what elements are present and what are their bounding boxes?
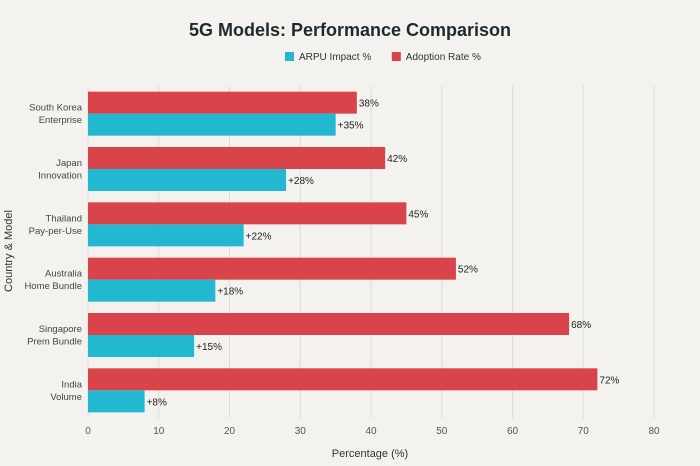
legend: ARPU Impact % Adoption Rate % [285,52,481,63]
category-label: Thailand Pay-per-Use [29,213,82,237]
category-label: Japan Innovation [38,158,82,182]
data-label: +35% [338,121,364,132]
x-tick-label: 40 [365,426,377,437]
x-axis-ticks: 0 10 20 30 40 50 60 70 80 [85,426,660,437]
bar-adoption-rate [88,257,456,280]
x-axis-title: Percentage (%) [332,448,408,460]
data-label: +15% [196,342,222,353]
bar-adoption-rate [88,147,386,169]
x-tick-label: 60 [507,426,519,437]
bar-arpu-impact [88,169,287,191]
x-tick-label: 10 [153,426,165,437]
legend-label: Adoption Rate % [406,52,481,63]
x-tick-label: 80 [648,426,660,437]
x-tick-label: 50 [436,426,448,437]
data-label: +22% [246,231,272,242]
chart-title: 5G Models: Performance Comparison [189,20,511,40]
data-label: 45% [408,209,428,220]
bar-arpu-impact [88,390,145,413]
data-label: +18% [217,287,243,298]
bar-arpu-impact [88,335,195,357]
legend-swatch [285,52,294,61]
x-tick-label: 70 [578,426,590,437]
category-label: Australia Home Bundle [24,269,82,293]
x-tick-label: 0 [85,426,91,437]
data-label: 52% [458,265,478,276]
bar-adoption-rate [88,368,598,391]
data-label: 38% [359,99,379,110]
data-label: 68% [571,320,591,331]
bar-arpu-impact [88,279,216,302]
data-label: 72% [599,375,619,386]
category-label: India Volume [50,379,82,403]
bar-adoption-rate [88,91,357,114]
legend-label: ARPU Impact % [299,52,371,63]
bars: 38% +35% 42% +28% 45% +22% 52% +18% 68% +15% 72% +8… [88,91,620,413]
y-axis-title: Country & Model [3,210,15,292]
bar-arpu-impact [88,224,244,247]
x-tick-label: 20 [224,426,236,437]
bar-adoption-rate [88,202,407,225]
data-label: +8% [147,397,167,408]
bar-arpu-impact [88,113,336,136]
x-tick-label: 30 [295,426,307,437]
legend-swatch [391,52,401,61]
data-label: 42% [387,154,407,165]
data-label: +28% [288,176,314,187]
bar-adoption-rate [88,313,570,335]
category-label: South Korea Enterprise [29,103,83,127]
category-label: Singapore Prem Bundle [27,324,82,348]
category-labels: South Korea Enterprise Japan Innovation Thai… [24,103,82,403]
gridlines [87,86,655,418]
